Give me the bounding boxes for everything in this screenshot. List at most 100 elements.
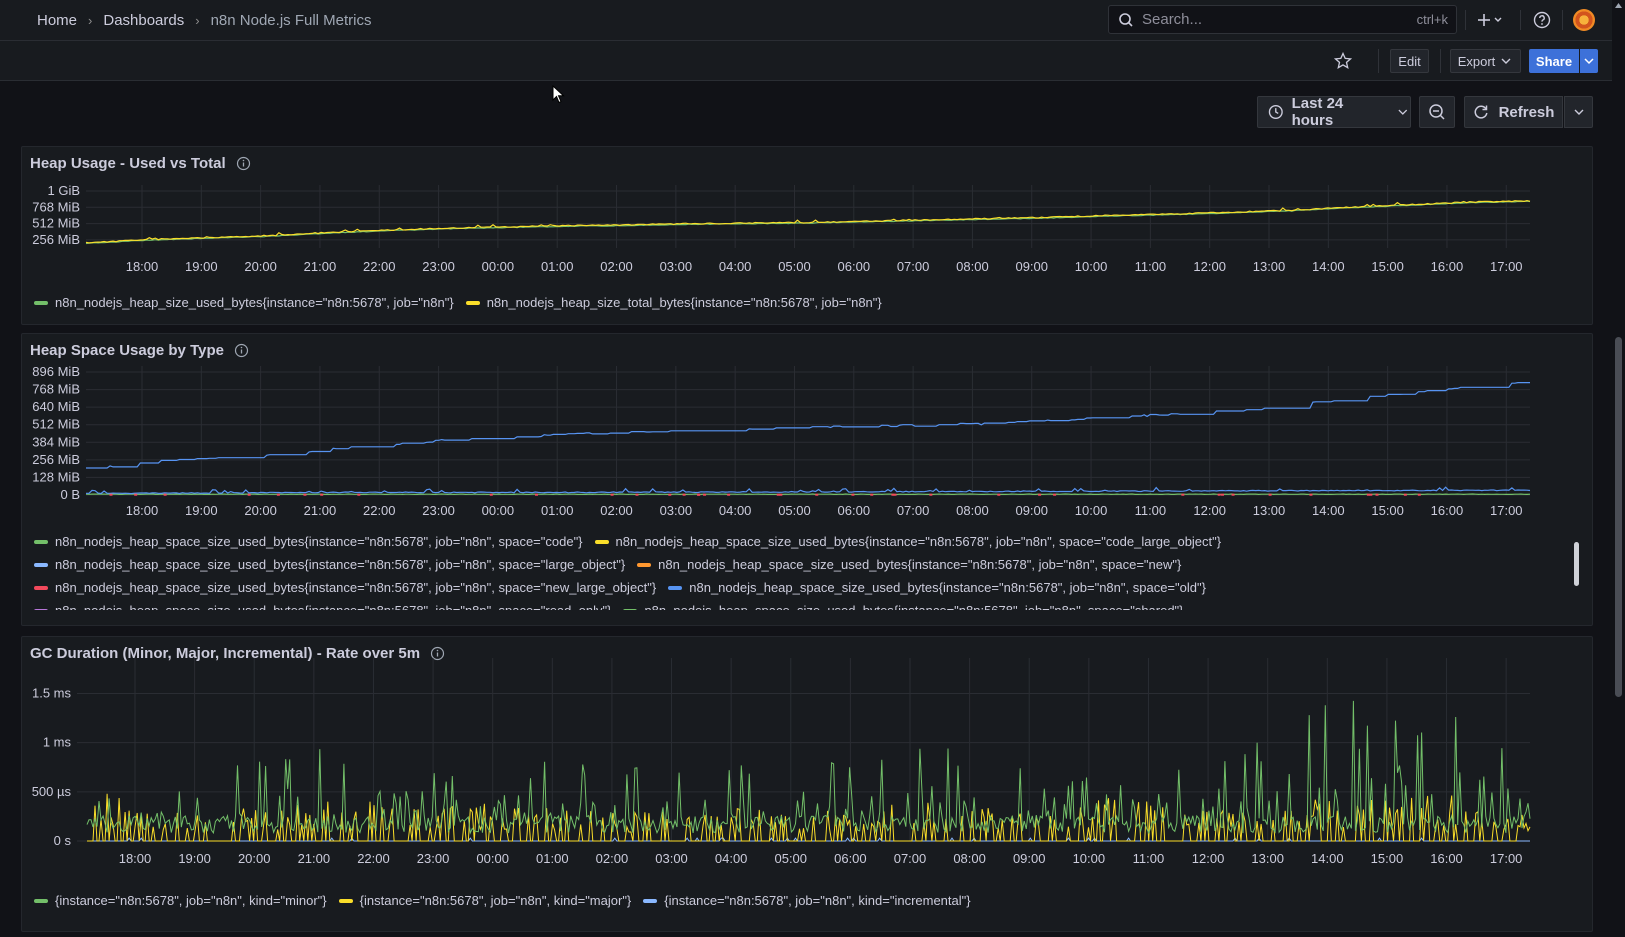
x-tick-label: 08:00	[953, 851, 986, 866]
legend-item[interactable]: n8n_nodejs_heap_space_size_used_bytes{in…	[623, 599, 1184, 610]
user-avatar[interactable]	[1573, 9, 1595, 31]
y-tick-label: 1.5 ms	[32, 686, 72, 701]
x-tick-label: 19:00	[185, 259, 218, 274]
x-tick-label: 12:00	[1193, 503, 1226, 518]
legend-item[interactable]: n8n_nodejs_heap_space_size_used_bytes{in…	[34, 530, 583, 553]
legend-color-swatch	[34, 585, 48, 590]
gc-duration-chart[interactable]: 0 s 500 µs 1 ms 1.5 ms 18:00 19:00 20:00 21:00 2…	[22, 637, 1594, 892]
x-tick-label: 14:00	[1312, 503, 1345, 518]
legend-label: n8n_nodejs_heap_space_size_used_bytes{in…	[55, 534, 583, 549]
legend-item[interactable]: n8n_nodejs_heap_size_used_bytes{instance…	[34, 291, 454, 314]
y-tick-label: 0 s	[54, 833, 72, 848]
breadcrumb: Home › Dashboards › n8n Node.js Full Met…	[37, 12, 372, 29]
divider	[1520, 10, 1521, 30]
legend-item[interactable]: {instance="n8n:5678", job="n8n", kind="m…	[34, 889, 327, 912]
legend: n8n_nodejs_heap_space_size_used_bytes{in…	[34, 530, 1234, 610]
legend-scroll-thumb[interactable]	[1574, 542, 1579, 586]
legend-item[interactable]: n8n_nodejs_heap_space_size_used_bytes{in…	[668, 576, 1206, 599]
page-scroll-thumb[interactable]	[1615, 337, 1622, 697]
share-menu-button[interactable]	[1580, 49, 1598, 73]
x-tick-label: 21:00	[304, 503, 337, 518]
x-tick-label: 14:00	[1311, 851, 1344, 866]
legend-label: n8n_nodejs_heap_size_total_bytes{instanc…	[486, 295, 882, 310]
x-tick-label: 16:00	[1431, 503, 1464, 518]
refresh-interval-button[interactable]	[1564, 96, 1593, 128]
x-tick-label: 10:00	[1073, 851, 1106, 866]
panel-heap-space[interactable]: Heap Space Usage by Type 0 B 128 MiB 256 M…	[21, 333, 1593, 626]
chevron-down-icon	[1574, 109, 1583, 115]
plus-icon	[1478, 14, 1502, 26]
x-tick-label: 11:00	[1133, 851, 1165, 866]
breadcrumb-home[interactable]: Home	[37, 11, 78, 29]
series-line-old[interactable]	[86, 381, 1530, 469]
export-button[interactable]: Export	[1450, 49, 1521, 73]
edit-button[interactable]: Edit	[1390, 49, 1429, 73]
time-range-label: Last 24 hours	[1291, 95, 1344, 129]
x-tick-label: 07:00	[897, 503, 930, 518]
x-tick-label: 15:00	[1371, 851, 1404, 866]
x-tick-label: 02:00	[600, 259, 633, 274]
chevron-down-icon	[1398, 109, 1408, 115]
legend-item[interactable]: {instance="n8n:5678", job="n8n", kind="i…	[643, 889, 971, 912]
series-line-heap-total[interactable]	[85, 199, 1531, 244]
x-tick-label: 16:00	[1431, 259, 1464, 274]
series-line-code[interactable]	[85, 493, 1531, 496]
x-tick-label: 11:00	[1135, 503, 1167, 518]
search-placeholder: Search...	[1142, 11, 1203, 28]
x-tick-label: 01:00	[541, 259, 574, 274]
refresh-label: Refresh	[1498, 103, 1555, 121]
legend-item[interactable]: n8n_nodejs_heap_space_size_used_bytes{in…	[594, 530, 1221, 553]
legend-label: {instance="n8n:5678", job="n8n", kind="m…	[55, 893, 327, 908]
refresh-button[interactable]: Refresh	[1464, 96, 1563, 128]
y-tick-label: 1 GiB	[47, 183, 80, 198]
divider	[1465, 10, 1466, 30]
zoom-out-button[interactable]	[1419, 96, 1455, 128]
favorite-button[interactable]	[1333, 51, 1353, 71]
breadcrumb-dashboards[interactable]: Dashboards	[103, 11, 185, 29]
star-icon	[1334, 52, 1352, 70]
legend-item[interactable]: n8n_nodejs_heap_space_size_used_bytes{in…	[34, 553, 625, 576]
legend-item[interactable]: {instance="n8n:5678", job="n8n", kind="m…	[338, 889, 632, 912]
legend-item[interactable]: n8n_nodejs_heap_space_size_used_bytes{in…	[34, 576, 656, 599]
legend-color-swatch	[338, 898, 353, 903]
info-icon[interactable]	[234, 343, 249, 358]
info-icon[interactable]	[236, 156, 251, 171]
heap-space-chart[interactable]: 0 B 128 MiB 256 MiB 384 MiB 512 MiB 640 MiB 76…	[22, 334, 1594, 534]
x-tick-label: 03:00	[660, 259, 693, 274]
series-line-minor[interactable]	[86, 700, 1531, 835]
time-range-picker[interactable]: Last 24 hours	[1257, 95, 1411, 129]
legend-item[interactable]: n8n_nodejs_heap_size_total_bytes{instanc…	[465, 291, 882, 314]
search-input[interactable]: Search... ctrl+k	[1108, 5, 1457, 34]
add-menu-button[interactable]	[1472, 8, 1508, 32]
legend-scroll-area[interactable]: n8n_nodejs_heap_space_size_used_bytes{in…	[22, 530, 1567, 610]
legend-scrollbar[interactable]	[1572, 530, 1580, 610]
legend-item[interactable]: n8n_nodejs_heap_space_size_used_bytes{in…	[637, 553, 1181, 576]
panel-title-text: GC Duration (Minor, Major, Incremental) …	[30, 645, 421, 662]
help-button[interactable]	[1531, 9, 1553, 31]
panel-heap-usage[interactable]: Heap Usage - Used vs Total 256 MiB 512 Mi…	[21, 146, 1593, 325]
x-tick-label: 22:00	[357, 851, 390, 866]
legend-label: {instance="n8n:5678", job="n8n", kind="m…	[359, 893, 632, 908]
x-tick-label: 00:00	[476, 851, 509, 866]
x-tick-label: 08:00	[956, 259, 989, 274]
y-tick-label: 256 MiB	[32, 232, 80, 247]
x-tick-label: 04:00	[719, 259, 752, 274]
series-line-major[interactable]	[87, 793, 1531, 842]
scroll-up-icon[interactable]	[1614, 2, 1623, 10]
x-tick-label: 19:00	[178, 851, 211, 866]
x-tick-label: 06:00	[834, 851, 867, 866]
legend-color-swatch	[643, 898, 658, 903]
x-tick-label: 03:00	[660, 503, 693, 518]
x-tick-label: 23:00	[422, 259, 455, 274]
panel-title-text: Heap Usage - Used vs Total	[30, 155, 226, 172]
legend-item[interactable]: n8n_nodejs_heap_space_size_used_bytes{in…	[34, 599, 611, 610]
series-line-new[interactable]	[86, 486, 1531, 495]
panel-gc-duration[interactable]: GC Duration (Minor, Major, Incremental) …	[21, 636, 1593, 932]
share-button[interactable]: Share	[1529, 49, 1579, 73]
page-scrollbar[interactable]	[1612, 0, 1625, 937]
legend-label: n8n_nodejs_heap_space_size_used_bytes{in…	[55, 603, 611, 610]
info-icon[interactable]	[430, 646, 445, 661]
x-tick-label: 02:00	[596, 851, 629, 866]
